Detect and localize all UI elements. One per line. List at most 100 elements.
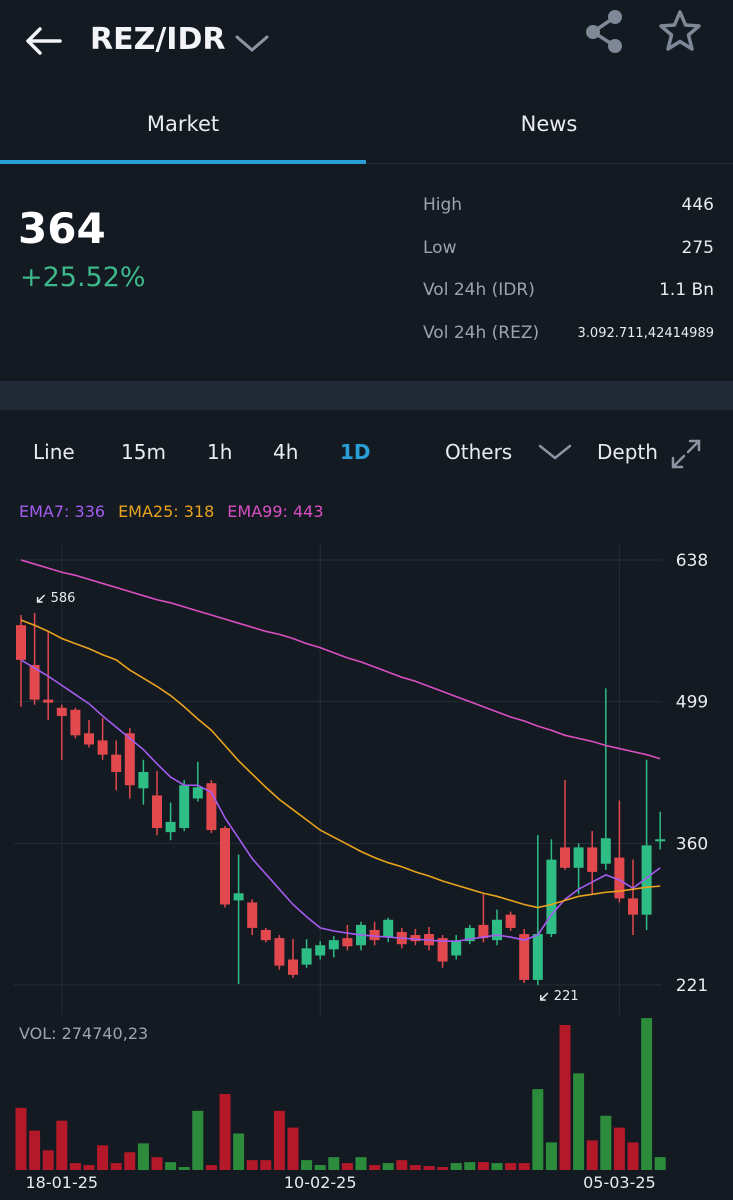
stat-label: High (423, 195, 463, 215)
volume-bar (301, 1160, 313, 1170)
candle-body (152, 795, 162, 829)
candle-body (70, 709, 81, 736)
favorite-button[interactable] (656, 8, 704, 54)
share-button[interactable] (584, 8, 628, 54)
candle-body (29, 664, 40, 700)
volume-bar (477, 1162, 489, 1170)
candle-body (328, 940, 339, 950)
volume-bar (151, 1157, 163, 1170)
volume-bar (260, 1160, 272, 1170)
candle-body (641, 845, 652, 915)
tab-indicator (0, 160, 366, 164)
candle-body (260, 929, 271, 941)
tab-news[interactable]: News (520, 112, 578, 136)
legend-entry: EMA25: 318 (118, 502, 214, 521)
volume-bar (369, 1165, 381, 1170)
candle-body (56, 707, 67, 716)
volume-bar (450, 1163, 462, 1170)
volume-bar (505, 1163, 517, 1170)
volume-bar (83, 1165, 95, 1170)
volume-bar (124, 1152, 136, 1170)
volume-bar (56, 1120, 68, 1170)
volume-bar (15, 1107, 27, 1170)
stat-value: 1.1 Bn (659, 280, 714, 300)
volume-bar (287, 1127, 299, 1170)
x-tick-label: 10-02-25 (284, 1173, 357, 1192)
candle-body (124, 733, 135, 786)
ema-line (20, 619, 661, 909)
candle-body (43, 699, 54, 703)
pair-dropdown[interactable] (234, 32, 272, 54)
pair-title[interactable]: REZ/IDR (90, 22, 226, 57)
interval-option[interactable]: 1h (207, 440, 233, 464)
volume-bar (246, 1160, 258, 1170)
x-tick-label: 05-03-25 (583, 1173, 656, 1192)
others-dropdown[interactable] (537, 441, 573, 463)
volume-bar (97, 1145, 109, 1170)
volume-bar (437, 1167, 449, 1170)
volume-bar (627, 1142, 639, 1170)
volume-bar (423, 1166, 435, 1170)
price-change: +25.52% (20, 262, 146, 293)
volume-bar (532, 1089, 544, 1170)
interval-option[interactable]: Depth (597, 440, 658, 464)
volume-bar (69, 1163, 81, 1170)
candle-body (138, 771, 149, 789)
y-tick-label: 499 (676, 693, 708, 713)
candle-body (16, 625, 26, 660)
last-price: 364 (18, 204, 106, 253)
interval-option[interactable]: Line (33, 440, 75, 464)
volume-bar (192, 1110, 204, 1170)
candle-body (546, 859, 557, 935)
interval-option[interactable]: 1D (340, 440, 371, 464)
candle-body (492, 919, 502, 941)
volume-bar (613, 1127, 625, 1170)
candle-body (111, 754, 122, 772)
candle-body (288, 959, 298, 975)
candle-body (179, 785, 190, 829)
candle-body (369, 929, 380, 941)
interval-option[interactable]: Others (445, 440, 513, 464)
candle-body (274, 938, 285, 966)
candle-body (206, 783, 217, 831)
stat-value: 3.092.711,42414989 (577, 325, 714, 341)
volume-bar (137, 1143, 149, 1170)
volume-bar (382, 1163, 394, 1170)
annotation-arrow (36, 594, 46, 603)
volume-bar (219, 1094, 231, 1170)
legend-entry: EMA99: 443 (227, 502, 323, 521)
volume-bar (518, 1163, 530, 1170)
back-button[interactable] (24, 26, 64, 56)
interval-option[interactable]: 15m (121, 440, 166, 464)
candle-body (437, 938, 448, 962)
volume-bar (545, 1142, 557, 1170)
tab-market[interactable]: Market (146, 112, 220, 136)
volume-bar (314, 1165, 326, 1170)
candle-body (451, 941, 462, 956)
volume-bar (205, 1165, 217, 1170)
annotation-arrow (540, 992, 549, 1001)
section-divider (0, 381, 733, 410)
candle-body (464, 927, 475, 942)
volume-bar (273, 1110, 285, 1170)
candle-body (410, 935, 421, 942)
y-tick-label: 360 (676, 834, 708, 854)
stat-label: Vol 24h (REZ) (423, 322, 540, 343)
volume-bar (29, 1130, 41, 1170)
expand-button[interactable] (670, 438, 702, 470)
volume-bar (491, 1163, 503, 1170)
volume-bar (464, 1162, 476, 1170)
candle-body (383, 919, 394, 938)
tab-divider (0, 163, 733, 164)
candlestick-chart: EMA7: 336 EMA25: 318 EMA99: 443 638 499 360 22… (14, 502, 708, 1192)
stat-label: Low (423, 237, 457, 258)
volume-bar (233, 1133, 245, 1170)
interval-option[interactable]: 4h (273, 440, 299, 464)
legend-entry: EMA7: 336 (19, 502, 105, 521)
candle-body (165, 821, 176, 833)
ema-line (20, 659, 661, 942)
candle-body (315, 945, 326, 956)
volume-bar (355, 1157, 367, 1170)
stat-label: Vol 24h (IDR) (423, 280, 535, 300)
